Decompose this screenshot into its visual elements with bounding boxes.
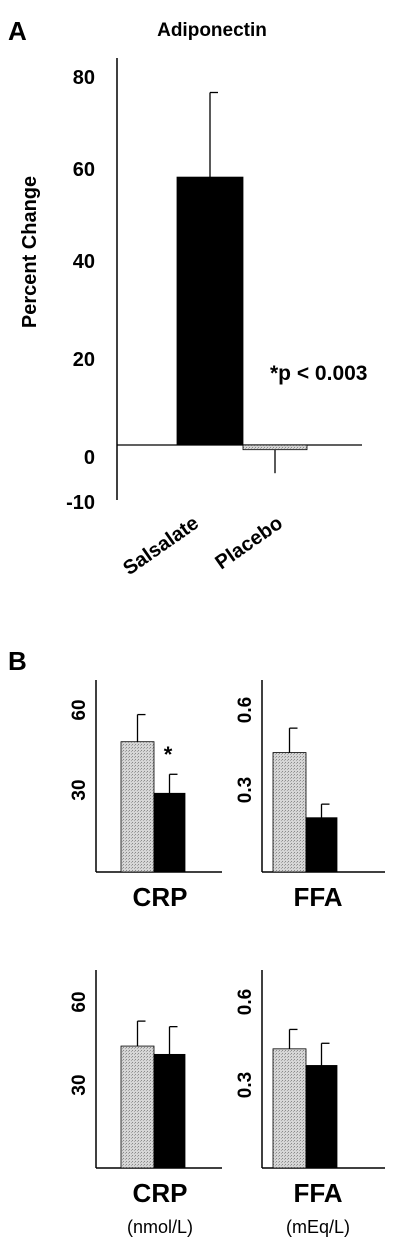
b4-ytick-0-6: 0.6	[235, 989, 256, 1015]
b2-bar-salsalate	[305, 817, 338, 873]
b1-bars	[120, 713, 186, 873]
b3-bar-placebo-error	[136, 1020, 146, 1047]
panel-a-ytick-60: 60	[73, 159, 95, 181]
b3-bar-placebo	[120, 1045, 155, 1169]
b3-bar-salsalate-error	[168, 1026, 178, 1055]
bar-salsalate	[176, 176, 244, 446]
b1-bar-salsalate-error	[168, 773, 178, 794]
b3-ytick-30: 30	[69, 1074, 90, 1095]
b3-ytick-60: 60	[69, 991, 90, 1012]
b3-bar-salsalate	[153, 1053, 186, 1169]
b1-ytick-60: 60	[69, 699, 90, 720]
b2-bars	[272, 727, 338, 873]
panel-a-y-ticks: 80 60 40 20 0 -10	[66, 67, 95, 514]
bar-salsalate-error	[209, 91, 218, 178]
b4-xlabel: FFA	[293, 1178, 342, 1208]
panel-a-ytick-minus10: -10	[66, 492, 95, 514]
b2-ytick-0-6: 0.6	[235, 697, 256, 723]
panel-a-category-placebo: Placebo	[211, 512, 286, 574]
b4-unit: (mEq/L)	[286, 1217, 350, 1237]
b2-bar-salsalate-error	[320, 803, 330, 818]
b1-bar-placebo	[120, 741, 155, 873]
b1-significance-marker: *	[164, 742, 173, 767]
panel-a-ytick-0: 0	[84, 447, 95, 469]
panel-a-bars	[176, 91, 308, 474]
b1-ytick-30: 30	[69, 779, 90, 800]
panel-a-ylabel: Percent Change	[19, 176, 41, 328]
b2-bar-placebo-error	[288, 727, 298, 753]
b4-bar-salsalate	[305, 1065, 338, 1169]
b3-unit: (nmol/L)	[127, 1217, 193, 1237]
bar-placebo	[242, 444, 308, 451]
b1-xlabel: CRP	[133, 882, 188, 912]
b4-bar-placebo	[272, 1048, 307, 1169]
b2-xlabel: FFA	[293, 882, 342, 912]
b1-bar-placebo-error	[136, 713, 146, 742]
panel-a-category-salsalate: Salsalate	[119, 512, 203, 580]
panel-a-annotation: *p < 0.003	[270, 362, 367, 385]
panel-a-ytick-80: 80	[73, 67, 95, 89]
b2-ytick-0-3: 0.3	[235, 777, 256, 803]
panel-a-title: Adiponectin	[157, 20, 267, 41]
b4-bars	[272, 1028, 338, 1169]
b4-bar-salsalate-error	[320, 1042, 330, 1066]
b4-bar-placebo-error	[288, 1028, 298, 1049]
panel-a-ytick-40: 40	[73, 251, 95, 273]
panel-a-ytick-20: 20	[73, 349, 95, 371]
panel-b-label: B	[8, 646, 27, 676]
b4-ytick-0-3: 0.3	[235, 1072, 256, 1098]
b1-bar-salsalate	[153, 792, 186, 873]
b2-bar-placebo	[272, 752, 307, 873]
b3-bars	[120, 1020, 186, 1169]
panel-a-label: A	[8, 16, 27, 46]
b3-xlabel: CRP	[133, 1178, 188, 1208]
